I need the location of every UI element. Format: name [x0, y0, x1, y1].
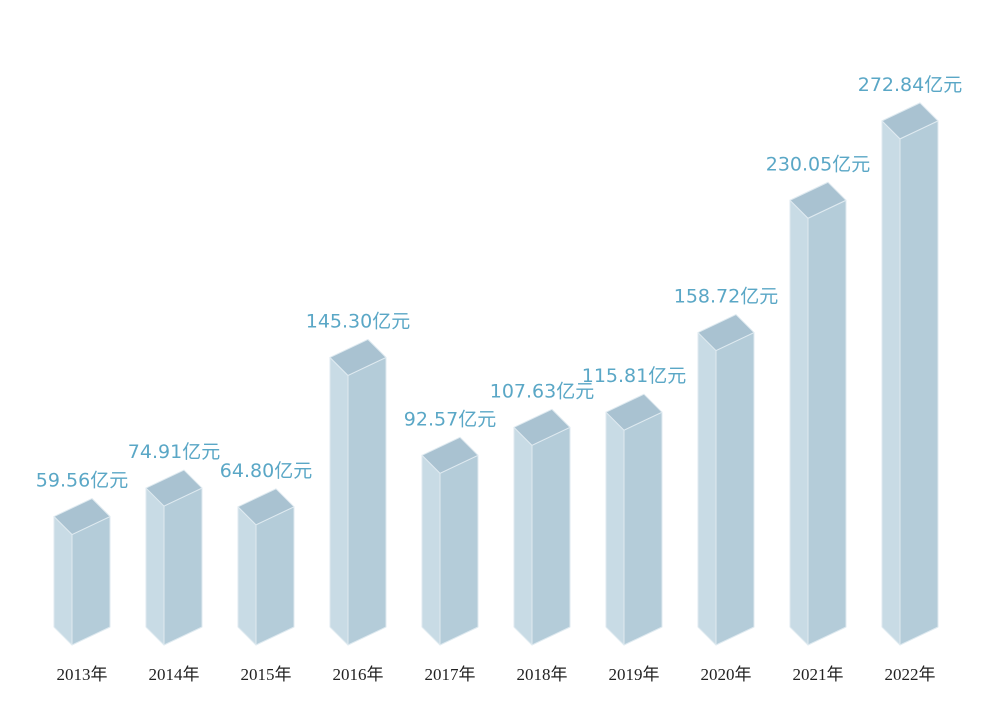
bar-side-face [329, 356, 349, 646]
bar-front-face [163, 487, 203, 646]
data-label: 115.81亿元 [582, 365, 686, 387]
data-label: 272.84亿元 [858, 74, 962, 96]
bar-front-face [439, 454, 479, 646]
bar-top-face [237, 488, 295, 526]
data-label: 107.63亿元 [490, 380, 594, 402]
bar-side-face [145, 487, 165, 646]
bar-side-face [697, 332, 717, 646]
bar [237, 488, 295, 646]
bar-top-face [145, 469, 203, 507]
bar-front-face [255, 506, 295, 646]
x-tick-label: 2016年 [333, 665, 384, 684]
data-label: 64.80亿元 [220, 460, 312, 482]
data-label: 230.05亿元 [766, 153, 870, 175]
bar-front-face [71, 516, 111, 646]
bar-side-face [513, 426, 533, 646]
bar [697, 314, 755, 646]
data-label: 158.72亿元 [674, 286, 778, 308]
data-label: 145.30亿元 [306, 310, 410, 332]
bar [881, 102, 939, 646]
bar [53, 498, 111, 646]
data-label: 92.57亿元 [404, 408, 496, 430]
bar-side-face [421, 454, 441, 646]
bar-top-face [605, 393, 663, 431]
bar-front-face [899, 120, 939, 646]
bar [145, 469, 203, 646]
bar [789, 181, 847, 646]
bar-front-face [807, 199, 847, 646]
bar-front-face [531, 426, 571, 646]
bar-top-face [881, 102, 939, 140]
bar-top-face [53, 498, 111, 536]
bar-top-face [513, 408, 571, 446]
bar [421, 436, 479, 646]
x-tick-label: 2020年 [701, 665, 752, 684]
x-tick-label: 2022年 [885, 665, 936, 684]
bar [605, 393, 663, 646]
data-label: 59.56亿元 [36, 470, 128, 492]
x-tick-label: 2017年 [425, 665, 476, 684]
bar-side-face [789, 199, 809, 646]
x-tick-label: 2019年 [609, 665, 660, 684]
bar-top-face [697, 314, 755, 352]
x-tick-label: 2013年 [57, 665, 108, 684]
data-label: 74.91亿元 [128, 441, 220, 463]
bar-front-face [715, 332, 755, 646]
bars-group [53, 102, 939, 646]
bar [513, 408, 571, 646]
x-tick-label: 2018年 [517, 665, 568, 684]
x-tick-label: 2021年 [793, 665, 844, 684]
x-tick-label: 2015年 [241, 665, 292, 684]
bar-top-face [329, 338, 387, 376]
bar [329, 338, 387, 646]
bar-side-face [881, 120, 901, 646]
bar-side-face [605, 411, 625, 646]
bar-side-face [53, 516, 73, 646]
bar-top-face [789, 181, 847, 219]
x-axis-labels-group: 2013年 2014年 2015年 2016年 2017年 2018年 2019年 2020年… [57, 665, 936, 684]
bar-front-face [347, 356, 387, 646]
bar-side-face [237, 506, 257, 646]
bar-front-face [623, 411, 663, 646]
x-tick-label: 2014年 [149, 665, 200, 684]
bar-top-face [421, 436, 479, 474]
